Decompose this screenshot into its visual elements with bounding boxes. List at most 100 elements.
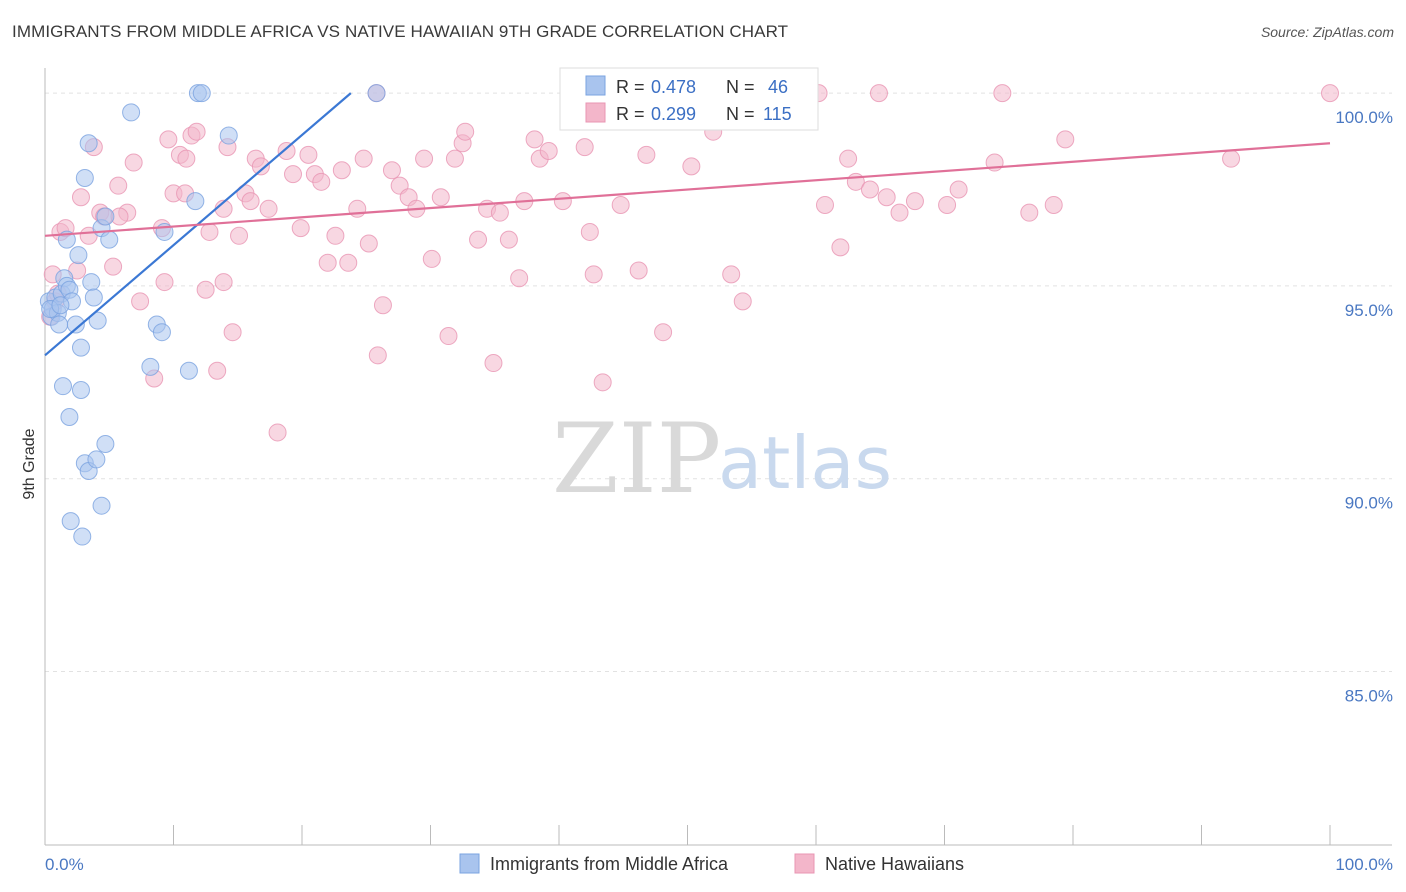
data-point-pink <box>539 141 558 160</box>
data-point-pink <box>877 188 896 207</box>
data-point-pink <box>629 261 648 280</box>
data-point-pink <box>584 265 603 284</box>
data-point-blue <box>179 361 198 380</box>
data-point-pink <box>905 192 924 211</box>
legend-box: R = 0.478 N = 46 R = 0.299 N = 115 <box>559 67 819 131</box>
data-point-pink <box>312 172 331 191</box>
y-tick-label: 90.0% <box>1345 494 1393 513</box>
data-point-blue <box>60 408 79 427</box>
data-point-pink <box>354 149 373 168</box>
data-point-pink <box>109 176 128 195</box>
data-point-pink <box>223 323 242 342</box>
legend-n-label-1: N = <box>726 104 755 124</box>
trend-lines <box>44 92 1331 357</box>
data-point-blue <box>92 496 111 515</box>
bottom-legend-item-1: Native Hawaiians <box>825 854 964 874</box>
data-point-blue <box>141 357 160 376</box>
data-point-blue <box>53 377 72 396</box>
data-point-blue <box>88 311 107 330</box>
chart-title: IMMIGRANTS FROM MIDDLE AFRICA VS NATIVE … <box>12 22 789 41</box>
data-point-blue <box>96 207 115 226</box>
data-point-pink <box>553 192 572 211</box>
data-point-blue <box>82 273 101 292</box>
data-point-blue <box>50 315 69 334</box>
data-point-pink <box>326 226 345 245</box>
data-point-pink <box>196 280 215 299</box>
data-point-blue <box>84 288 103 307</box>
data-point-blue <box>71 338 90 357</box>
watermark: ZIP atlas <box>552 403 892 515</box>
data-point-blue <box>79 134 98 153</box>
data-point-pink <box>993 84 1012 103</box>
data-point-pink <box>510 269 529 288</box>
x-tick-label-max: 100.0% <box>1335 855 1393 874</box>
data-point-blue <box>186 192 205 211</box>
data-point-blue <box>61 512 80 531</box>
data-point-pink <box>299 145 318 164</box>
legend-swatch-pink <box>585 102 606 123</box>
data-point-pink <box>187 122 206 141</box>
data-point-blue <box>192 84 211 103</box>
axes: 85.0% 90.0% 95.0% 100.0% 0.0% 100.0% <box>44 68 1393 874</box>
legend-r-label-1: R = <box>616 104 645 124</box>
data-point-pink <box>490 203 509 222</box>
data-point-pink <box>439 327 458 346</box>
data-point-pink <box>291 219 310 238</box>
data-point-pink <box>611 195 630 214</box>
data-point-blue <box>96 435 115 454</box>
data-point-pink <box>359 234 378 253</box>
data-point-pink <box>373 296 392 315</box>
trend-line-pink <box>44 142 1331 237</box>
y-tick-label: 100.0% <box>1335 108 1393 127</box>
data-point-pink <box>71 188 90 207</box>
data-point-blue <box>219 126 238 145</box>
bottom-legend-swatch-blue <box>459 853 480 874</box>
data-point-pink <box>124 153 143 172</box>
data-point-pink <box>839 149 858 168</box>
data-point-pink <box>241 192 260 211</box>
data-point-pink <box>318 253 337 272</box>
data-point-pink <box>1020 203 1039 222</box>
data-point-blue <box>69 246 88 265</box>
data-point-pink <box>949 180 968 199</box>
watermark-zip: ZIP <box>552 403 721 515</box>
data-point-pink <box>1321 84 1339 103</box>
bottom-legend-swatch-pink <box>794 853 815 874</box>
data-point-blue <box>66 315 85 334</box>
data-point-pink <box>456 122 475 141</box>
legend-r-value-1: 0.299 <box>651 104 696 124</box>
data-point-pink <box>831 238 850 257</box>
data-point-pink <box>575 138 594 157</box>
data-point-blue <box>122 103 141 122</box>
data-point-pink <box>259 199 278 218</box>
data-point-pink <box>230 226 249 245</box>
watermark-atlas: atlas <box>718 421 892 505</box>
legend-n-label-0: N = <box>726 77 755 97</box>
data-point-blue <box>87 450 106 469</box>
data-point-pink <box>525 130 544 149</box>
data-point-pink <box>277 141 296 160</box>
data-point-pink <box>484 354 503 373</box>
legend-r-label-0: R = <box>616 77 645 97</box>
gridlines <box>45 92 1392 672</box>
data-point-pink <box>637 145 656 164</box>
data-point-pink <box>368 346 387 365</box>
y-tick-label: 85.0% <box>1345 686 1393 705</box>
data-point-pink <box>938 195 957 214</box>
data-point-pink <box>499 230 518 249</box>
data-point-pink <box>382 161 401 180</box>
data-point-pink <box>1222 149 1241 168</box>
bottom-legend: Immigrants from Middle Africa Native Haw… <box>459 853 964 874</box>
data-point-pink <box>815 195 834 214</box>
data-point-pink <box>284 165 303 184</box>
data-point-pink <box>332 161 351 180</box>
data-point-pink <box>155 273 174 292</box>
data-point-blue <box>152 323 171 342</box>
source-label: Source: ZipAtlas.com <box>1260 24 1394 40</box>
data-point-pink <box>214 273 233 292</box>
y-axis-label: 9th Grade <box>21 428 38 499</box>
data-point-pink <box>415 149 434 168</box>
data-point-pink <box>1044 195 1063 214</box>
data-point-pink <box>431 188 450 207</box>
